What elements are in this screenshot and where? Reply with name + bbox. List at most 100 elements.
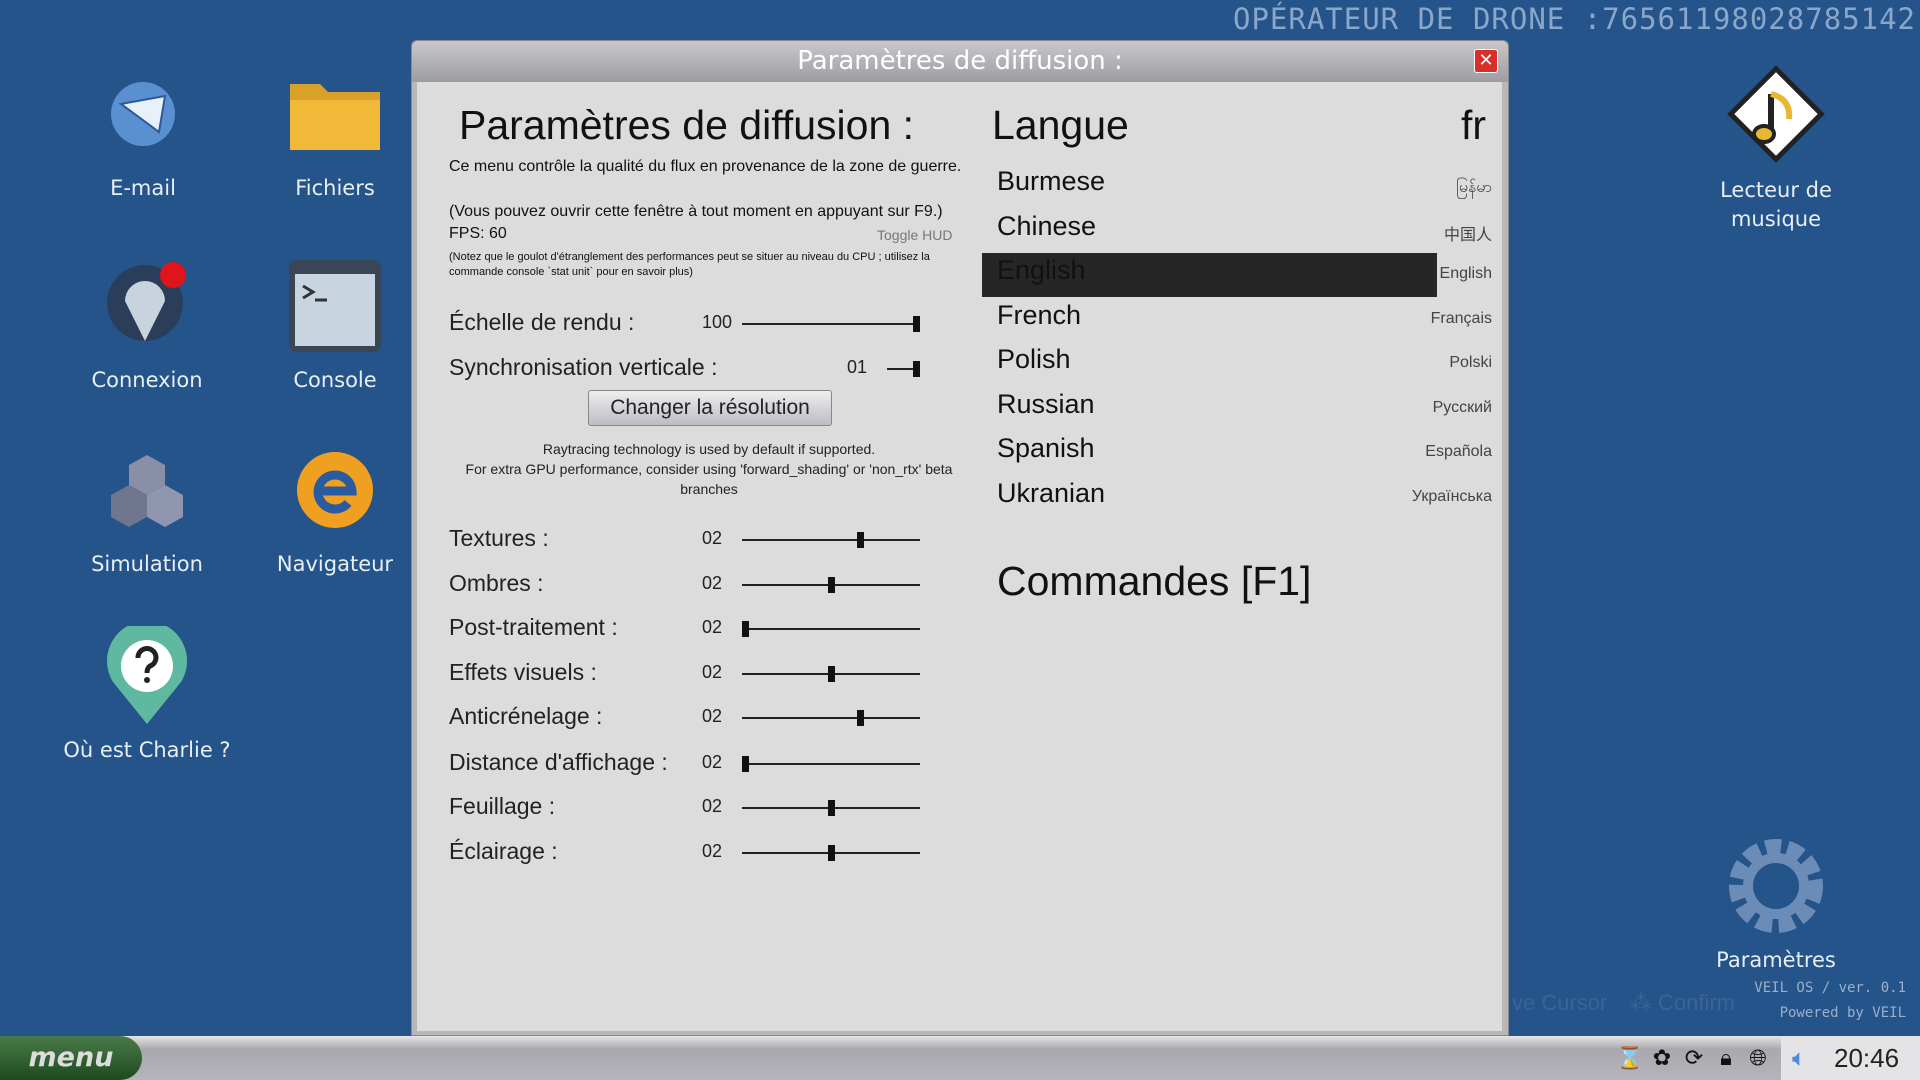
gear-icon bbox=[1726, 836, 1826, 936]
language-option[interactable]: Polish bbox=[997, 344, 1071, 374]
vsync-label: Synchronisation verticale : bbox=[449, 354, 718, 380]
language-native-name: English bbox=[1439, 265, 1492, 282]
slider-handle[interactable] bbox=[827, 800, 835, 816]
quality-slider[interactable] bbox=[742, 532, 920, 548]
icon-label: Fichiers bbox=[295, 176, 375, 200]
render-scale-label: Échelle de rendu : bbox=[449, 309, 635, 335]
slider-value: 02 bbox=[702, 796, 723, 816]
vsync-value: 01 bbox=[847, 357, 868, 377]
slider-handle[interactable] bbox=[913, 316, 920, 332]
volume-icon[interactable]: 🔈︎ bbox=[1792, 1044, 1807, 1072]
slider-handle[interactable] bbox=[827, 577, 835, 593]
language-option[interactable]: Russian bbox=[997, 388, 1095, 419]
slider-label: Ombres : bbox=[449, 570, 544, 596]
operator-id: OPÉRATEUR DE DRONE :76561198028785142 bbox=[1232, 2, 1916, 36]
slider-label: Feuillage : bbox=[449, 793, 556, 819]
slider-value: 02 bbox=[702, 662, 723, 682]
language-option[interactable]: Ukranian bbox=[997, 477, 1106, 508]
desktop-icon-console[interactable]: Console bbox=[250, 256, 420, 392]
desktop-icon-settings[interactable]: Paramètres bbox=[1691, 836, 1861, 972]
desktop-icon-connection[interactable]: Connexion bbox=[62, 256, 232, 392]
slider-value: 02 bbox=[702, 617, 723, 637]
language-option[interactable]: Spanish bbox=[997, 433, 1095, 463]
folder-icon bbox=[285, 64, 385, 164]
slider-value: 02 bbox=[702, 841, 723, 861]
language-native-name: Українська bbox=[1411, 487, 1492, 505]
desktop-icon-browser[interactable]: Navigateur bbox=[250, 440, 420, 576]
language-code: fr bbox=[1461, 102, 1487, 148]
language-option[interactable]: Chinese bbox=[997, 210, 1097, 241]
change-resolution-button[interactable]: Changer la résolution bbox=[588, 390, 832, 426]
slider-label: Éclairage : bbox=[449, 838, 558, 864]
slider-handle[interactable] bbox=[856, 710, 864, 726]
language-option[interactable]: Burmese bbox=[997, 166, 1106, 196]
cpu-note: (Notez que le goulot d'étranglement des … bbox=[449, 251, 930, 278]
console-icon bbox=[285, 256, 385, 356]
quality-slider[interactable] bbox=[742, 756, 920, 772]
desktop-icon-files[interactable]: Fichiers bbox=[250, 64, 420, 200]
fps-readout: FPS: 60 bbox=[449, 225, 507, 242]
slider-value: 02 bbox=[702, 528, 723, 548]
desktop-icon-charlie[interactable]: Où est Charlie ? bbox=[62, 626, 232, 762]
selected-language-highlight bbox=[982, 253, 1437, 297]
slider-label: Post-traitement : bbox=[449, 614, 618, 640]
commands-heading[interactable]: Commandes [F1] bbox=[997, 558, 1312, 604]
quality-slider[interactable] bbox=[742, 845, 920, 861]
vsync-slider[interactable] bbox=[887, 361, 920, 377]
language-native-name: Français bbox=[1430, 309, 1492, 327]
quality-slider[interactable] bbox=[742, 666, 920, 682]
slider-handle[interactable] bbox=[742, 621, 749, 637]
slider-handle[interactable] bbox=[827, 845, 835, 861]
slider-label: Textures : bbox=[449, 525, 549, 551]
settings-window: Paramètres de diffusion : ✕ Paramètres d… bbox=[411, 40, 1509, 1036]
slider-label: Distance d'affichage : bbox=[449, 749, 668, 775]
slider-value: 02 bbox=[702, 706, 723, 726]
gpu-note: For extra GPU performance, consider usin… bbox=[465, 461, 953, 497]
language-option[interactable]: English bbox=[997, 255, 1086, 285]
language-native-name: 中国人 bbox=[1443, 226, 1492, 244]
gamepad-button-icon: ⁂ bbox=[1630, 990, 1652, 1015]
slider-handle[interactable] bbox=[827, 666, 835, 682]
toggle-hud-button[interactable]: Toggle HUD bbox=[877, 227, 953, 243]
browser-icon bbox=[285, 440, 385, 540]
desktop-icon-simulation[interactable]: Simulation bbox=[62, 440, 232, 576]
quality-slider[interactable] bbox=[742, 800, 920, 816]
icon-label: Navigateur bbox=[276, 552, 394, 576]
question-pin-icon bbox=[97, 626, 197, 726]
lotus-icon[interactable]: ✿ bbox=[1652, 1045, 1672, 1071]
slider-handle[interactable] bbox=[742, 756, 749, 772]
quality-slider[interactable] bbox=[742, 577, 920, 593]
desktop-icon-music[interactable]: Lecteur de musique bbox=[1691, 64, 1861, 234]
confirm-hint: Confirm bbox=[1658, 990, 1736, 1015]
icon-label: Connexion bbox=[91, 368, 203, 392]
slider-label: Anticrénelage : bbox=[449, 703, 603, 729]
slider-value: 02 bbox=[702, 573, 723, 593]
render-scale-slider[interactable] bbox=[742, 316, 920, 332]
refresh-icon[interactable]: ⟳ bbox=[1684, 1045, 1704, 1071]
slider-value: 02 bbox=[702, 752, 723, 772]
slider-handle[interactable] bbox=[913, 361, 920, 377]
music-note-icon bbox=[1726, 64, 1826, 164]
language-native-name: Polski bbox=[1449, 354, 1492, 371]
lock-icon[interactable]: 🔒︎ bbox=[1720, 1045, 1732, 1071]
network-globe-icon[interactable]: 🌐︎ bbox=[1749, 1045, 1767, 1071]
quality-slider[interactable] bbox=[742, 621, 920, 637]
slider-handle[interactable] bbox=[856, 532, 864, 548]
language-option[interactable]: French bbox=[997, 299, 1082, 330]
desktop-icon-email[interactable]: E-mail bbox=[58, 64, 228, 200]
language-native-name: Русский bbox=[1432, 398, 1492, 416]
raytracing-note: Raytracing technology is used by default… bbox=[542, 441, 876, 457]
taskbar bbox=[0, 1036, 1920, 1080]
clock: 20:46 bbox=[1834, 1043, 1900, 1073]
icon-label: Paramètres bbox=[1716, 948, 1836, 972]
move-cursor-hint: ve Cursor bbox=[1512, 990, 1608, 1015]
menu-button[interactable]: menu bbox=[0, 1036, 142, 1080]
os-version: VEIL OS / ver. 0.1 bbox=[1754, 980, 1906, 996]
connection-icon bbox=[97, 256, 197, 356]
hourglass-icon[interactable]: ⌛ bbox=[1616, 1045, 1644, 1071]
close-button[interactable]: ✕ bbox=[1474, 49, 1498, 73]
powered-by: Powered by VEIL bbox=[1779, 1005, 1906, 1021]
window-title[interactable]: Paramètres de diffusion : bbox=[412, 41, 1508, 82]
quality-slider[interactable] bbox=[742, 710, 920, 726]
icon-label: Console bbox=[293, 368, 377, 392]
